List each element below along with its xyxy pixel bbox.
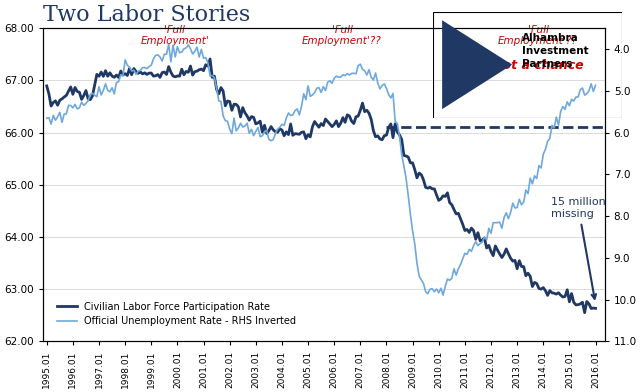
- Text: Alhambra
Investment
Partners: Alhambra Investment Partners: [522, 33, 588, 69]
- Text: 'Full
Employment'??: 'Full Employment'??: [498, 25, 578, 46]
- Text: 15 million
missing: 15 million missing: [551, 198, 606, 299]
- Text: Two Labor Stories: Two Labor Stories: [43, 4, 250, 26]
- Legend: Civilian Labor Force Participation Rate, Official Unemployment Rate - RHS Invert: Civilian Labor Force Participation Rate,…: [53, 298, 300, 330]
- Text: 'Full
Employment': 'Full Employment': [140, 25, 209, 46]
- Polygon shape: [442, 20, 512, 109]
- Text: 'Full
Employment'??: 'Full Employment'??: [302, 25, 382, 46]
- Text: Not a chance: Not a chance: [492, 60, 584, 73]
